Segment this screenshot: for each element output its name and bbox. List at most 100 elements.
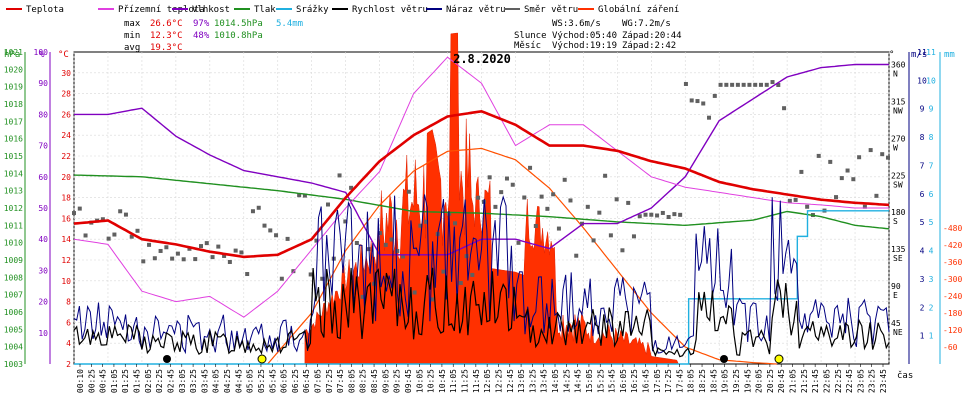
pressure-tick-label: 1017 bbox=[4, 117, 23, 126]
x-tick-label: 19:45 bbox=[743, 369, 752, 393]
wind-direction-point bbox=[793, 197, 798, 202]
x-tick-label: 22:45 bbox=[845, 369, 854, 393]
humidity-tick-label: 40 bbox=[38, 235, 48, 244]
wind-direction-point bbox=[320, 276, 325, 281]
wind-direction-point bbox=[510, 182, 515, 187]
wind-direction-point bbox=[175, 251, 180, 256]
wind-direction-point bbox=[655, 213, 660, 218]
temperature-line bbox=[73, 109, 890, 259]
wind-direction-point bbox=[458, 280, 463, 285]
temperature-tick-label: 12 bbox=[61, 256, 71, 265]
stat-avg-label: avg bbox=[124, 43, 140, 53]
wind-direction-point bbox=[314, 238, 319, 243]
wind-direction-point bbox=[181, 257, 186, 262]
pressure-tick-label: 1007 bbox=[4, 291, 23, 300]
wind-direction-point bbox=[470, 272, 475, 277]
info-sun-set: Západ:20:44 bbox=[622, 31, 682, 41]
wind-direction-point bbox=[620, 248, 625, 253]
wind-direction-point bbox=[123, 212, 128, 217]
pressure-tick-label: 1012 bbox=[4, 204, 23, 213]
moonset-marker bbox=[163, 355, 171, 363]
rain-axis-unit: mm bbox=[944, 50, 955, 60]
wind-direction-point bbox=[637, 214, 642, 219]
wind-gust-line bbox=[73, 194, 890, 355]
wind-direction-point bbox=[764, 82, 769, 87]
wind-direction-point bbox=[250, 209, 255, 214]
wind-direction-point bbox=[649, 212, 654, 217]
wind-direction-point bbox=[72, 211, 76, 216]
x-tick-label: 06:25 bbox=[291, 369, 300, 393]
pressure-tick-label: 1015 bbox=[4, 152, 23, 161]
wind-direction-point bbox=[834, 195, 839, 200]
humidity-axis-unit: % bbox=[39, 50, 45, 60]
wind-speed-tick-label: 11 bbox=[917, 48, 927, 57]
wind-direction-point bbox=[839, 176, 844, 181]
temperature-tick-label: 24 bbox=[61, 131, 71, 140]
wind-direction-point bbox=[424, 219, 429, 224]
info-moon-label: Měsíc bbox=[514, 41, 541, 51]
wind-direction-point bbox=[499, 190, 504, 195]
pressure-tick-label: 1010 bbox=[4, 239, 23, 248]
x-tick-label: 17:05 bbox=[653, 369, 662, 393]
wind-speed-axis-unit: m/s bbox=[911, 50, 927, 60]
wind-direction-point bbox=[556, 226, 561, 231]
wind-direction-point bbox=[857, 155, 862, 160]
radiation-tick-label: -60 bbox=[943, 343, 958, 352]
wind-direction-point bbox=[170, 256, 175, 261]
wind-dir-tick-label: NE bbox=[893, 328, 903, 337]
x-tick-label: 13:05 bbox=[517, 369, 526, 393]
wind-direction-point bbox=[216, 244, 221, 249]
legend-item-naraz-vetru: Náraz větru bbox=[426, 5, 506, 15]
wind-direction-point bbox=[862, 204, 867, 209]
wind-direction-point bbox=[360, 294, 365, 299]
wind-direction-point bbox=[302, 193, 307, 198]
wind-direction-point bbox=[152, 256, 157, 261]
wind-direction-point bbox=[614, 197, 619, 202]
x-tick-label: 13:45 bbox=[540, 369, 549, 393]
x-tick-label: 15:25 bbox=[596, 369, 605, 393]
wind-dir-tick-value: 135 bbox=[891, 245, 906, 254]
rain-tick-label: 2 bbox=[929, 303, 934, 312]
wind-direction-point bbox=[268, 228, 273, 233]
pressure-tick-label: 1018 bbox=[4, 100, 23, 109]
wind-direction-point bbox=[585, 204, 590, 209]
wind-direction-point bbox=[291, 269, 296, 274]
wind-direction-point bbox=[805, 204, 810, 209]
x-tick-label: 02:45 bbox=[166, 369, 175, 393]
wind-direction-point bbox=[158, 248, 163, 253]
wind-speed-line bbox=[73, 267, 890, 358]
x-tick-label: 00:25 bbox=[87, 369, 96, 393]
radiation-tick-label: -180 bbox=[943, 309, 962, 318]
wind-dir-tick-value: 360 bbox=[891, 60, 906, 69]
wind-dir-tick-label: E bbox=[893, 291, 898, 300]
stat-max-hum: 97% bbox=[193, 19, 210, 29]
pressure-tick-label: 1016 bbox=[4, 135, 23, 144]
x-tick-label: 14:25 bbox=[562, 369, 571, 393]
x-axis-label: čas bbox=[897, 370, 913, 381]
radiation-tick-label: -360 bbox=[943, 258, 962, 267]
wind-direction-point bbox=[453, 221, 458, 226]
temperature-tick-label: 18 bbox=[61, 194, 71, 203]
stat-min-temp: 12.3°C bbox=[150, 31, 183, 41]
x-tick-label: 12:05 bbox=[483, 369, 492, 393]
wind-direction-point bbox=[787, 198, 792, 203]
wind-direction-point bbox=[279, 276, 284, 281]
rain-tick-label: 11 bbox=[926, 48, 936, 57]
wind-direction-point bbox=[712, 93, 717, 98]
radiation-tick-label: -420 bbox=[943, 241, 962, 250]
rain-tick-label: 7 bbox=[929, 161, 934, 170]
pressure-tick-label: 1013 bbox=[4, 187, 23, 196]
x-tick-label: 21:05 bbox=[789, 369, 798, 393]
wind-direction-point bbox=[354, 240, 359, 245]
wind-direction-point bbox=[735, 82, 740, 87]
x-tick-label: 23:45 bbox=[879, 369, 888, 393]
wind-direction-point bbox=[77, 206, 82, 211]
wind-direction-point bbox=[695, 99, 700, 104]
x-tick-label: 16:05 bbox=[619, 369, 628, 393]
wind-direction-point bbox=[441, 269, 446, 274]
humidity-tick-label: 10 bbox=[38, 329, 48, 338]
x-tick-label: 09:05 bbox=[381, 369, 390, 393]
wind-direction-point bbox=[464, 254, 469, 259]
wind-direction-point bbox=[666, 214, 671, 219]
info-sun-rise: Východ:05:40 bbox=[552, 31, 617, 41]
